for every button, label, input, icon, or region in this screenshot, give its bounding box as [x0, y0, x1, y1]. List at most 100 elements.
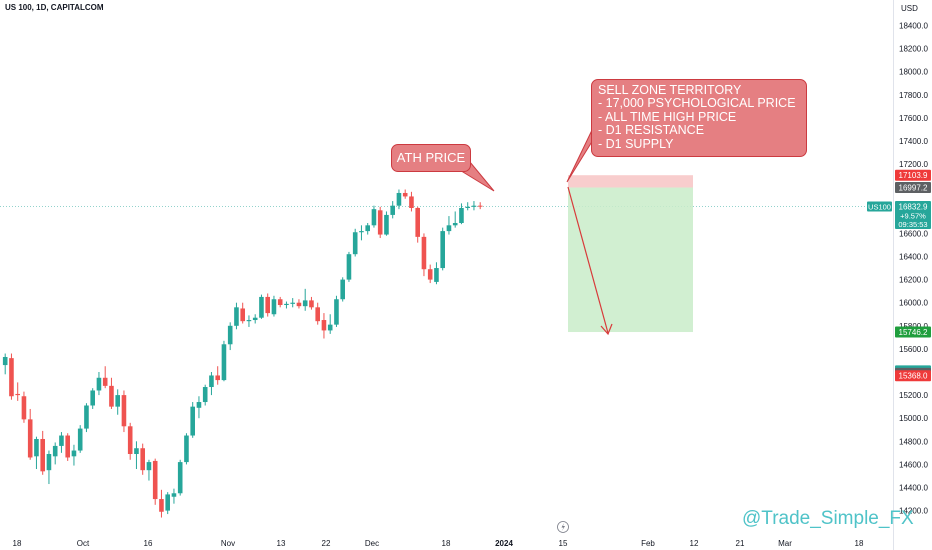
y-tick-label: 14400.0 [899, 484, 928, 493]
candle-body [90, 390, 95, 406]
candle-body [2, 356, 8, 366]
projection-arrow-head [600, 323, 613, 336]
candle-body [352, 232, 358, 255]
candle-body [246, 320, 252, 322]
candle-body [102, 377, 108, 386]
candle-body [227, 325, 233, 345]
candle-body [52, 445, 58, 457]
sell-callout-pointer [566, 127, 594, 183]
y-tick-label: 18200.0 [899, 45, 928, 54]
x-tick-label: 18 [13, 539, 22, 548]
x-tick-label: Dec [365, 539, 379, 548]
y-tick-label: 16000.0 [899, 299, 928, 308]
x-tick-label: Nov [221, 539, 235, 548]
candle-body [309, 300, 314, 308]
candle-body [252, 317, 258, 321]
candle-body [465, 206, 470, 208]
x-tick-label: 12 [690, 539, 699, 548]
y-tick-label: 15600.0 [899, 345, 928, 354]
candle-body [171, 493, 177, 497]
candle-body [215, 375, 220, 381]
y-tick-label: 15000.0 [899, 414, 928, 423]
y-tick-label: 16200.0 [899, 276, 928, 285]
candle-body [140, 448, 145, 471]
candle-body [240, 308, 245, 322]
candle-body [196, 402, 202, 408]
candle-body [46, 454, 52, 471]
candle-body [65, 435, 70, 458]
current-price-change: +9.57% [900, 212, 926, 221]
current-symbol-label: US100 [868, 203, 891, 212]
candle-body [477, 205, 483, 207]
x-tick-label: Mar [778, 539, 792, 548]
sell-zone-line: SELL ZONE TERRITORY [598, 83, 742, 97]
y-tick-label: 18000.0 [899, 68, 928, 77]
y-tick-label: 17400.0 [899, 137, 928, 146]
candle-body [446, 225, 452, 232]
price-label: 15746.2 [899, 328, 928, 337]
candle-body [396, 192, 402, 206]
candle-body [146, 462, 152, 471]
y-tick-label: 15800.0 [899, 322, 928, 331]
candle-body [471, 205, 477, 207]
candle-body [334, 299, 339, 325]
candle-body [390, 205, 395, 215]
take-profit-zone [568, 187, 693, 333]
candle-body [202, 387, 208, 403]
candle-body [415, 207, 420, 237]
candle-body [21, 396, 27, 420]
candle-body [109, 385, 114, 407]
x-tick-label: 22 [322, 539, 331, 548]
candle-body [277, 299, 283, 306]
price-label-box [895, 169, 931, 181]
current-price-box [895, 201, 931, 230]
candle-body [321, 320, 327, 331]
y-tick-label: 14600.0 [899, 460, 928, 469]
candle-body [259, 296, 264, 318]
candle-body [402, 192, 408, 197]
price-label-box [895, 326, 931, 338]
candle-body [177, 462, 183, 494]
current-price-value: 16832.9 [899, 203, 928, 212]
current-symbol-badge [867, 201, 892, 212]
x-tick-label: Feb [641, 539, 655, 548]
candle-body [409, 196, 414, 208]
currency-label: USD [901, 4, 918, 13]
candle-body [434, 268, 439, 282]
ath-price-callout[interactable]: ATH PRICE [391, 144, 471, 172]
candle-body [365, 225, 370, 232]
sell-zone-line: - ALL TIME HIGH PRICE [598, 109, 737, 124]
candle-body [452, 223, 458, 226]
sell-zone-line: - D1 RESISTANCE [598, 123, 705, 138]
x-tick-label: 16 [144, 539, 153, 548]
candle-body [40, 438, 45, 472]
candle-body [27, 419, 33, 458]
candle-body [459, 207, 464, 224]
candle-body [121, 395, 127, 427]
price-label-box [895, 182, 931, 194]
candle-body [234, 307, 239, 326]
y-tick-label: 17800.0 [899, 91, 928, 100]
y-tick-label: 17600.0 [899, 114, 928, 123]
sell-zone-line: - 17,000 PSYCHOLOGICAL PRICE [598, 96, 796, 111]
candle-body [115, 395, 120, 407]
x-tick-label: Oct [77, 539, 90, 548]
y-tick-label: 17200.0 [899, 160, 928, 169]
y-tick-label: 14200.0 [899, 507, 928, 516]
y-tick-label: 15200.0 [899, 391, 928, 400]
sell-zone-callout[interactable]: SELL ZONE TERRITORY - 17,000 PSYCHOLOGIC… [591, 79, 807, 157]
candle-body [96, 377, 102, 391]
y-tick-label: 16600.0 [899, 229, 928, 238]
candle-body [152, 460, 158, 500]
candle-body [302, 300, 308, 307]
candle-body [84, 405, 89, 429]
candle-body [184, 435, 189, 463]
x-tick-label: 2024 [495, 539, 513, 548]
candle-body [77, 428, 83, 451]
x-tick-label: 18 [855, 539, 864, 548]
candle-body [221, 344, 227, 381]
candle-body [15, 393, 20, 396]
y-tick-label: 16400.0 [899, 253, 928, 262]
candle-body [427, 269, 433, 280]
